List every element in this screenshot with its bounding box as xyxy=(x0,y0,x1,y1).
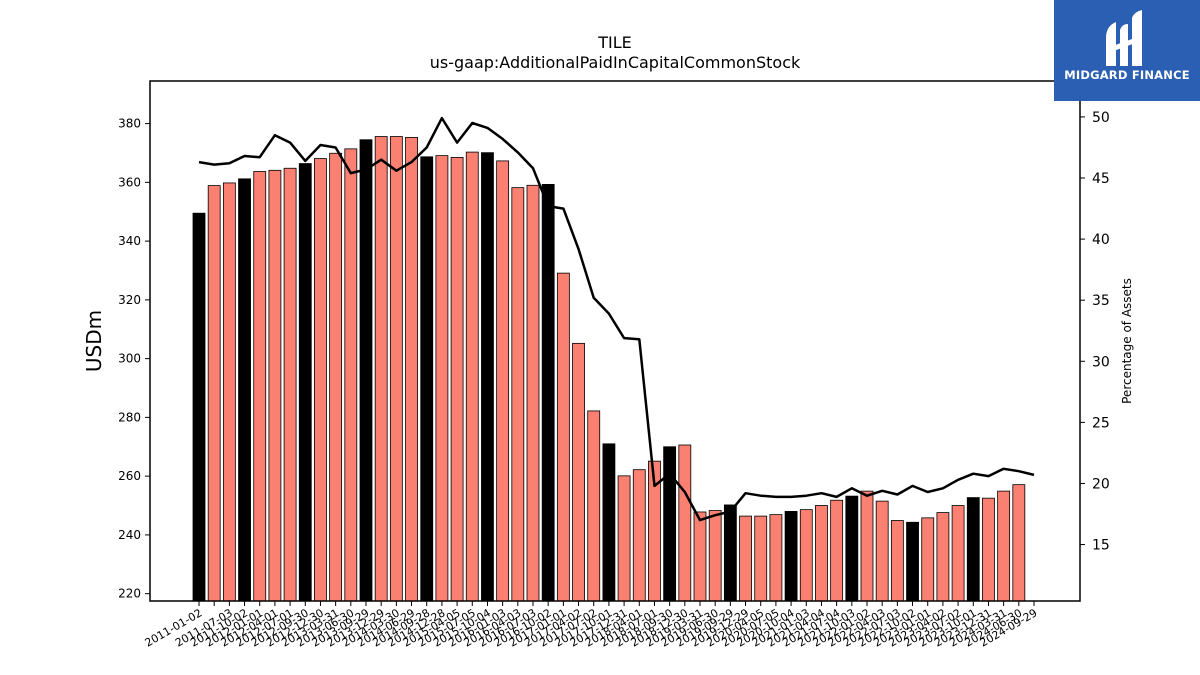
chart-subtitle: us-gaap:AdditionalPaidInCapitalCommonSto… xyxy=(430,53,801,72)
y-tick-label: 380 xyxy=(118,117,141,131)
bar-2012-09-30 xyxy=(298,163,312,602)
bar-2023-12-31 xyxy=(982,497,995,602)
y-tick-label: 340 xyxy=(118,234,141,248)
bar-2023-04-02 xyxy=(936,512,950,602)
bar-2017-07-02 xyxy=(587,410,601,602)
bar-2019-06-30 xyxy=(708,510,722,602)
bar-2013-12-29 xyxy=(374,136,388,602)
y-ticks-group: 220 240 260 280 300 320 340 360 380 xyxy=(118,117,150,601)
bar-2014-03-30 xyxy=(389,136,403,602)
bar-2019-03-31 xyxy=(693,511,707,602)
bar-2012-04-01 xyxy=(268,169,282,602)
bar-2015-10-04 xyxy=(481,152,494,602)
bar-2014-06-29 xyxy=(405,137,418,602)
bar-2011-04-03 xyxy=(207,185,221,602)
bar-2013-03-31 xyxy=(329,152,343,602)
y-tick-label: 280 xyxy=(118,410,141,424)
bar-2022-01-02 xyxy=(860,490,874,602)
bar-2021-10-03 xyxy=(845,495,859,602)
bar-2024-06-30 xyxy=(1012,484,1026,602)
percentage-line xyxy=(198,116,1035,522)
bar-2019-12-29 xyxy=(739,515,752,602)
y-tick-label: 300 xyxy=(118,352,141,366)
bar-2012-12-30 xyxy=(314,158,327,602)
bar-2018-04-01 xyxy=(632,469,646,602)
y-axis-label: USDm xyxy=(82,310,106,372)
y2-tick-label: 40 xyxy=(1092,232,1110,248)
bar-2017-12-31 xyxy=(617,475,631,602)
bar-2024-03-31 xyxy=(997,490,1011,602)
y-tick-label: 240 xyxy=(118,528,141,542)
bar-2016-04-03 xyxy=(511,187,525,602)
bar-2023-07-02 xyxy=(951,505,965,602)
y2-tick-label: 50 xyxy=(1092,110,1110,126)
bar-2017-01-01 xyxy=(556,272,570,602)
bar-2013-06-30 xyxy=(344,148,358,602)
bar-2022-10-02 xyxy=(906,521,919,602)
bar-2022-04-03 xyxy=(875,500,889,602)
bar-2011-01-02 xyxy=(192,212,206,602)
bar-2016-07-03 xyxy=(526,184,540,602)
y-tick-label: 360 xyxy=(118,175,141,189)
bar-2015-04-05 xyxy=(450,156,464,602)
bars-group xyxy=(192,136,1026,602)
bar-2016-01-03 xyxy=(496,160,510,602)
bar-2020-10-04 xyxy=(784,510,798,602)
bar-2021-07-04 xyxy=(830,499,844,602)
bar-2011-07-03 xyxy=(222,182,236,602)
bar-2016-10-02 xyxy=(541,184,555,602)
y2-tick-label: 20 xyxy=(1092,476,1110,492)
y2-ticks-group: 15 20 25 30 35 40 45 50 xyxy=(1080,110,1110,554)
brand-name: MIDGARD FINANCE xyxy=(1064,68,1190,82)
bar-2023-10-01 xyxy=(966,497,980,602)
bar-2023-01-01 xyxy=(921,517,935,602)
bar-2012-01-01 xyxy=(253,171,267,602)
y2-tick-label: 45 xyxy=(1092,171,1110,187)
bar-2022-07-03 xyxy=(890,520,904,602)
bar-2019-09-29 xyxy=(723,504,737,602)
y-tick-label: 260 xyxy=(118,469,141,483)
bar-2017-04-02 xyxy=(572,342,585,602)
brand-logo: MIDGARD FINANCE xyxy=(1054,0,1200,101)
bar-2013-09-29 xyxy=(359,139,373,602)
x-ticks-group: 2011-01-022011-07-032011-10-022012-01-01… xyxy=(143,601,1040,650)
plot-frame xyxy=(149,80,1081,602)
y2-tick-label: 30 xyxy=(1092,354,1110,370)
y2-tick-label: 15 xyxy=(1092,538,1110,554)
bar-2021-04-04 xyxy=(815,505,828,602)
bar-2020-04-05 xyxy=(754,515,768,602)
bar-2018-09-30 xyxy=(663,446,677,602)
logo-mark-icon xyxy=(1106,10,1142,66)
bar-2015-07-05 xyxy=(465,151,479,602)
y-tick-label: 220 xyxy=(118,587,141,601)
bar-2011-10-02 xyxy=(238,178,251,602)
bar-2014-12-28 xyxy=(435,155,449,602)
y2-axis-label: Percentage of Assets xyxy=(1120,278,1134,404)
bar-2021-01-03 xyxy=(799,509,813,602)
bar-2012-07-01 xyxy=(283,167,297,602)
bar-2017-10-01 xyxy=(602,443,616,602)
y2-tick-label: 35 xyxy=(1092,293,1110,309)
bar-2014-09-28 xyxy=(420,156,434,602)
y-tick-label: 320 xyxy=(118,293,141,307)
y2-tick-label: 25 xyxy=(1092,415,1110,431)
chart-title: TILE xyxy=(597,33,632,52)
bar-2018-12-30 xyxy=(678,444,692,602)
bar-2020-07-05 xyxy=(769,514,783,602)
